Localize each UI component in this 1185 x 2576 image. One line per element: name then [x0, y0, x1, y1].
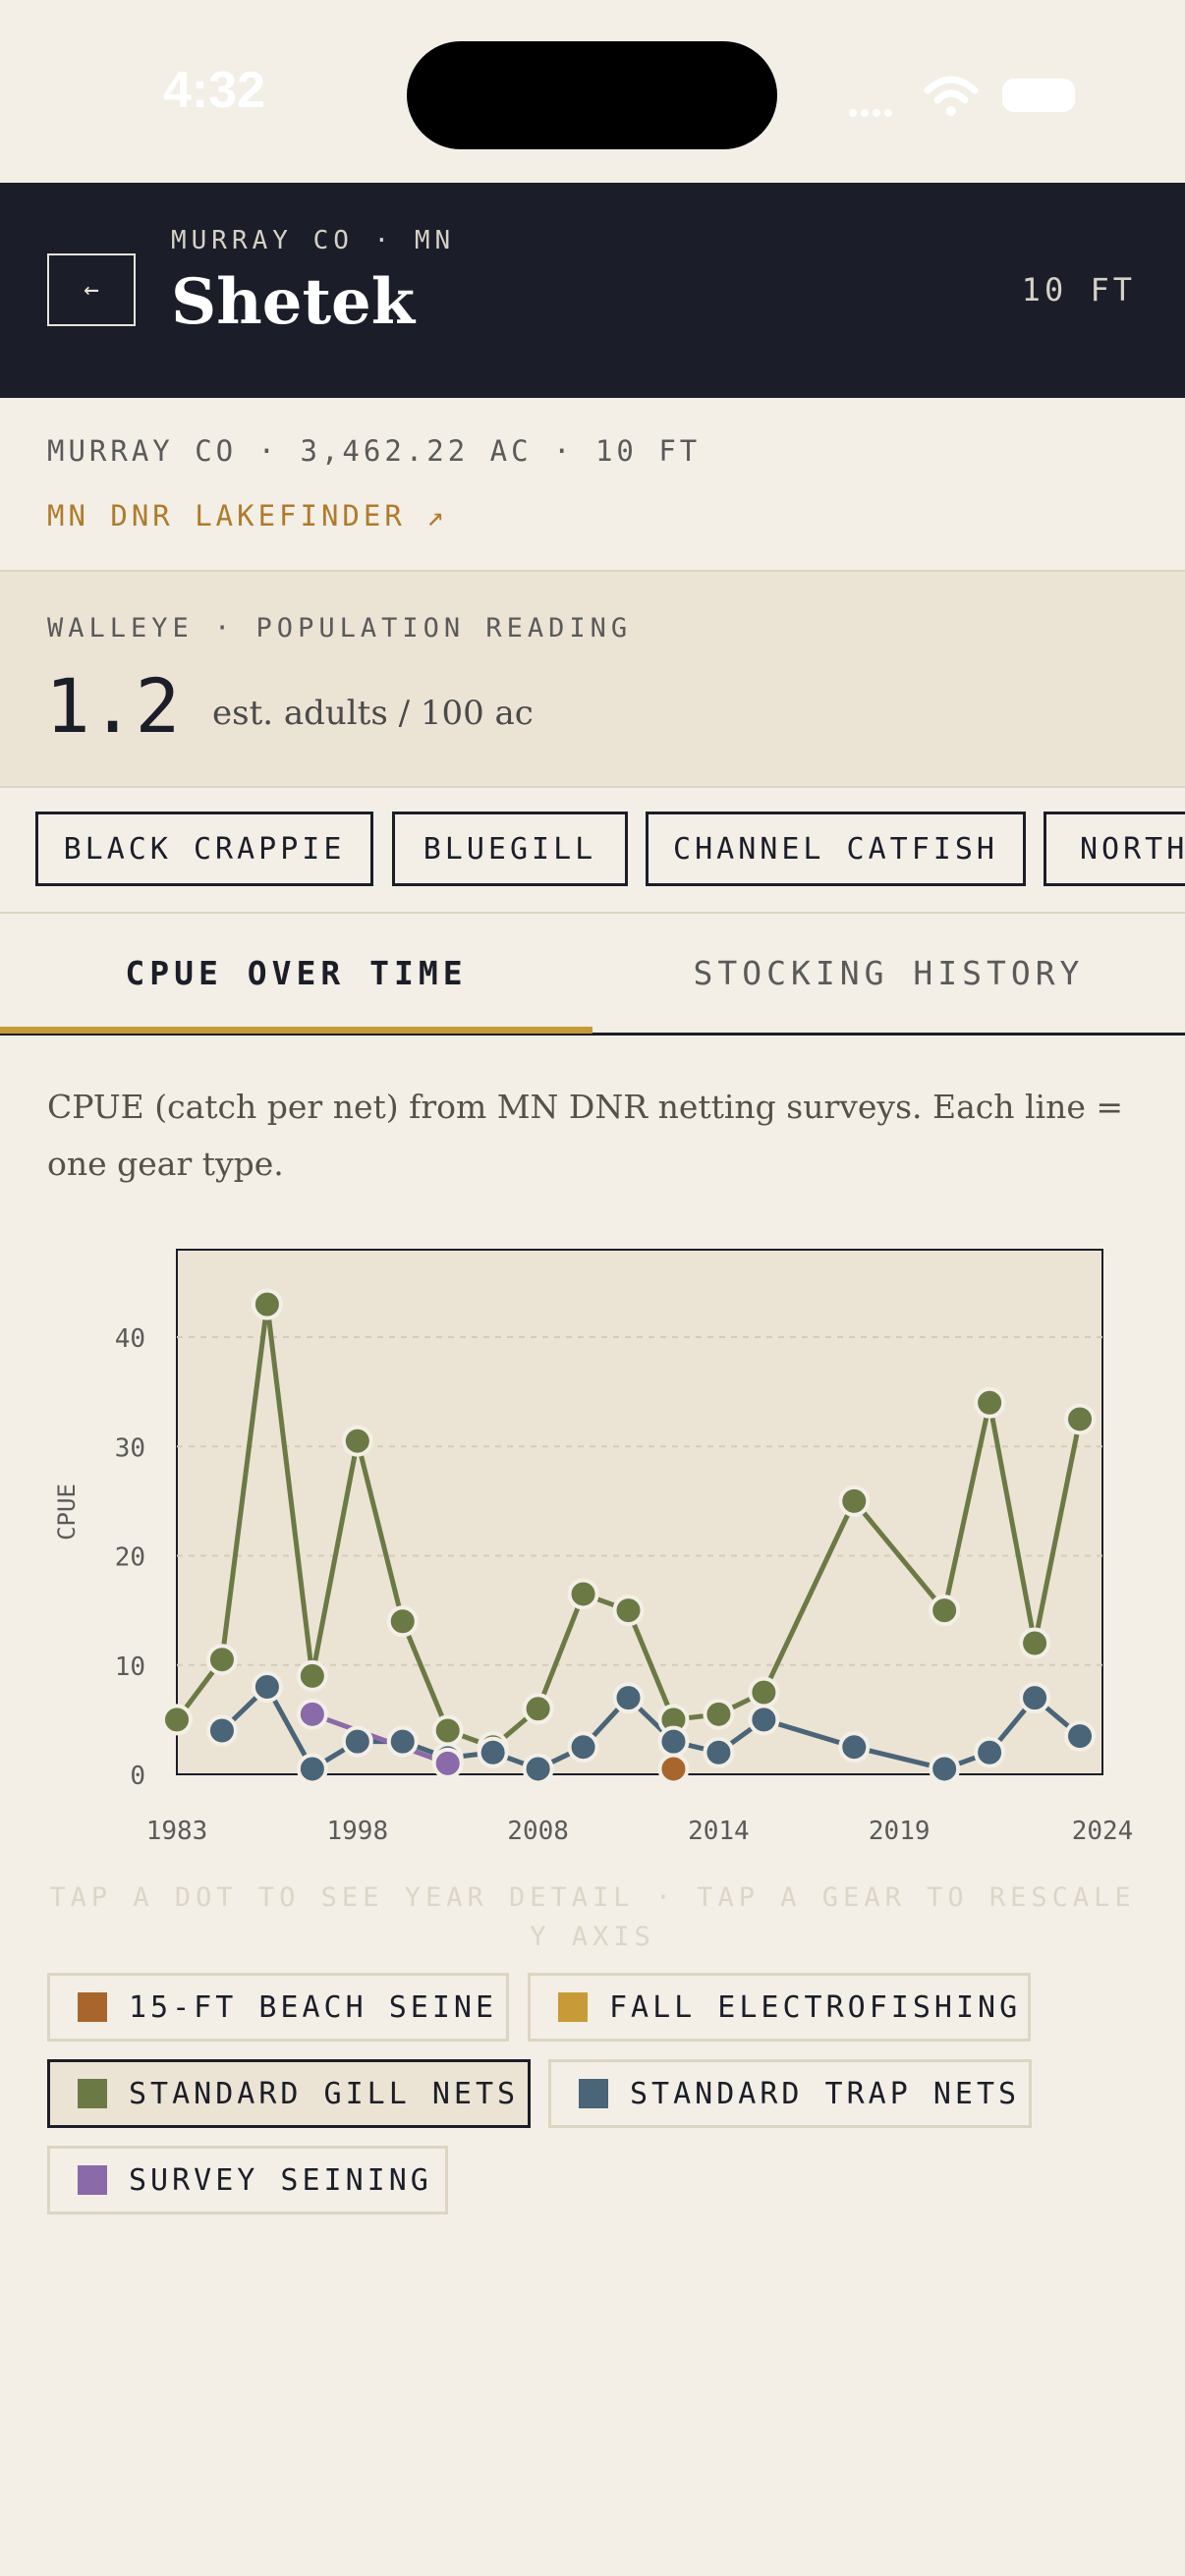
reading-unit: est. adults / 100 ac — [212, 694, 534, 733]
data-point — [748, 1704, 780, 1736]
tab-cpue-over-time[interactable]: CPUE OVER TIME — [125, 954, 468, 992]
x-tick-label: 2014 — [688, 1817, 750, 1846]
species-chip-northern-pike[interactable]: NORTHERN PIKE — [1044, 812, 1185, 886]
population-reading-panel: WALLEYE · POPULATION READING 1.2 est. ad… — [0, 570, 1185, 788]
cellular-signal-icon — [849, 102, 902, 117]
legend-item-fall-electrofishing[interactable]: FALL ELECTROFISHING — [528, 1973, 1031, 2042]
data-point — [748, 1676, 780, 1708]
y-tick-label: 0 — [130, 1762, 145, 1791]
data-point — [431, 1714, 464, 1747]
data-point — [431, 1747, 464, 1779]
data-point — [522, 1753, 554, 1785]
data-point — [1064, 1720, 1097, 1753]
x-tick-label: 1998 — [326, 1817, 388, 1846]
data-point — [296, 1659, 328, 1692]
data-point — [296, 1698, 328, 1730]
data-point — [251, 1671, 283, 1703]
x-tick-label: 1983 — [146, 1817, 208, 1846]
reading-label: WALLEYE · POPULATION READING — [47, 613, 633, 644]
legend-item-beach-seine[interactable]: 15-FT BEACH SEINE — [47, 1973, 509, 2042]
data-point — [703, 1736, 735, 1768]
legend-swatch — [558, 1992, 588, 2022]
species-chip-row: BLACK CRAPPIE BLUEGILL CHANNEL CATFISH N… — [0, 790, 1185, 914]
data-point — [341, 1425, 373, 1457]
tab-bar: CPUE OVER TIME STOCKING HISTORY — [0, 914, 1185, 1036]
battery-icon — [1002, 79, 1075, 112]
lake-info: MURRAY CO · 3,462.22 AC · 10 FT — [47, 434, 702, 468]
chart-description: CPUE (catch per net) from MN DNR netting… — [47, 1088, 1124, 1183]
status-bar: 4:32 — [0, 0, 1185, 183]
status-time: 4:32 — [163, 62, 266, 119]
data-point — [929, 1753, 961, 1785]
cpue-chart-svg: 0 10 20 30 40 CPUE 1983 1998 2008 2014 2019 2024 — [53, 1249, 1134, 1846]
data-point — [386, 1605, 419, 1638]
legend-item-standard-gill-nets[interactable]: STANDARD GILL NETS — [47, 2059, 531, 2128]
lake-depth: 10 FT — [1021, 271, 1136, 308]
data-point — [205, 1644, 238, 1676]
data-point — [296, 1753, 328, 1785]
reading-value: 1.2 — [45, 662, 181, 750]
data-point — [205, 1714, 238, 1747]
species-chip-bluegill[interactable]: BLUEGILL — [392, 812, 628, 886]
data-point — [1019, 1627, 1051, 1659]
data-point — [703, 1698, 735, 1730]
data-point — [612, 1595, 645, 1627]
data-point — [386, 1725, 419, 1758]
y-tick-label: 30 — [115, 1433, 145, 1463]
data-point — [657, 1725, 690, 1758]
y-axis-label: CPUE — [53, 1484, 81, 1540]
data-point — [567, 1731, 599, 1764]
chart-hint: TAP A DOT TO SEE YEAR DETAIL · TAP A GEA… — [49, 1882, 1136, 1952]
legend-label: SURVEY SEINING — [129, 2162, 432, 2198]
legend-item-standard-trap-nets[interactable]: STANDARD TRAP NETS — [548, 2059, 1032, 2128]
data-point — [522, 1693, 554, 1725]
legend-swatch — [78, 1992, 107, 2022]
x-tick-label: 2008 — [507, 1817, 569, 1846]
data-point — [1019, 1682, 1051, 1714]
data-point — [657, 1753, 690, 1785]
y-tick-label: 20 — [115, 1543, 145, 1573]
legend-label: 15-FT BEACH SEINE — [129, 1989, 498, 2025]
lake-location: MURRAY CO · MN — [171, 226, 456, 255]
legend-label: STANDARD GILL NETS — [129, 2076, 520, 2111]
wifi-icon — [924, 76, 979, 116]
legend-item-survey-seining[interactable]: SURVEY SEINING — [47, 2146, 448, 2214]
legend-swatch — [579, 2079, 608, 2108]
series-line — [311, 1711, 449, 1766]
data-point — [974, 1386, 1006, 1419]
page-title: Shetek — [171, 265, 416, 339]
data-point — [341, 1725, 373, 1758]
data-point — [929, 1595, 961, 1627]
cpue-chart: 0 10 20 30 40 CPUE 1983 1998 2008 2014 2019 2024 — [0, 1228, 1185, 1857]
data-point — [974, 1736, 1006, 1768]
data-point — [251, 1288, 283, 1320]
dynamic-island — [407, 41, 777, 149]
active-tab-indicator — [0, 1027, 592, 1034]
arrow-left-icon: ← — [84, 275, 99, 305]
x-tick-label: 2024 — [1072, 1817, 1134, 1846]
tab-stocking-history[interactable]: STOCKING HISTORY — [693, 954, 1085, 992]
species-chip-black-crappie[interactable]: BLACK CRAPPIE — [35, 812, 373, 886]
lakefinder-link[interactable]: MN DNR LAKEFINDER ↗ — [47, 499, 448, 532]
data-point — [1064, 1403, 1097, 1435]
legend-label: FALL ELECTROFISHING — [609, 1989, 1022, 2025]
data-point — [838, 1484, 871, 1517]
data-point — [838, 1731, 871, 1764]
back-button[interactable]: ← — [47, 253, 136, 326]
lake-header: ← MURRAY CO · MN Shetek 10 FT — [0, 183, 1185, 398]
legend-swatch — [78, 2165, 107, 2195]
x-tick-label: 2019 — [869, 1817, 931, 1846]
data-point — [567, 1578, 599, 1610]
species-chip-channel-catfish[interactable]: CHANNEL CATFISH — [646, 812, 1026, 886]
data-point — [612, 1682, 645, 1714]
y-tick-label: 10 — [115, 1652, 145, 1682]
legend-swatch — [78, 2079, 107, 2108]
data-point — [477, 1736, 509, 1768]
data-point — [161, 1704, 193, 1736]
legend-label: STANDARD TRAP NETS — [630, 2076, 1021, 2111]
y-tick-label: 40 — [115, 1324, 145, 1354]
